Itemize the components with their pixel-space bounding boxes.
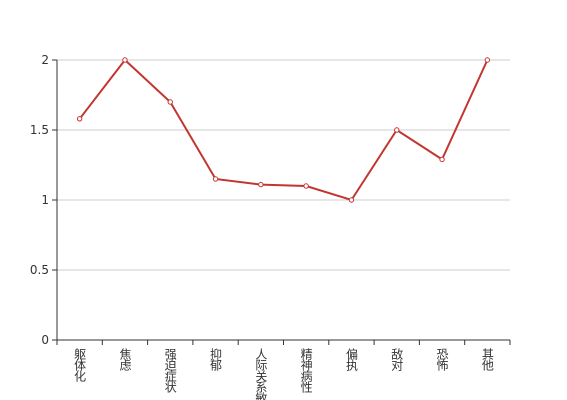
x-tick-label: 偏执 bbox=[344, 347, 358, 372]
point bbox=[167, 99, 173, 105]
x-tick-label: 恐怖 bbox=[435, 348, 449, 371]
y-tick-label: 0.5 bbox=[30, 263, 49, 277]
y-tick-label: 2 bbox=[41, 53, 49, 67]
point bbox=[258, 181, 264, 188]
point bbox=[212, 176, 219, 182]
x-tick-label: 躯体化 bbox=[73, 347, 87, 383]
x-tick-label: 敌对 bbox=[390, 347, 404, 371]
y-tick-label: 1.5 bbox=[30, 123, 49, 137]
x-tick-label: 精神病性 bbox=[299, 348, 313, 394]
point bbox=[439, 156, 445, 163]
x-tick-label: 人际关系敏感 bbox=[254, 348, 268, 400]
point bbox=[348, 197, 355, 203]
point bbox=[303, 183, 309, 189]
y-tick-label: 0 bbox=[41, 333, 49, 347]
x-tick-label: 抑郁 bbox=[209, 347, 223, 372]
line bbox=[78, 58, 489, 202]
point bbox=[76, 116, 83, 122]
point bbox=[394, 127, 400, 133]
x-tick-label: 焦虑 bbox=[118, 348, 132, 371]
y-tick-label: 1 bbox=[41, 193, 49, 207]
point bbox=[484, 57, 491, 63]
point bbox=[122, 57, 128, 63]
x-tick-label: 强迫症状 bbox=[163, 348, 177, 393]
x-tick-label: 其他 bbox=[480, 348, 494, 371]
